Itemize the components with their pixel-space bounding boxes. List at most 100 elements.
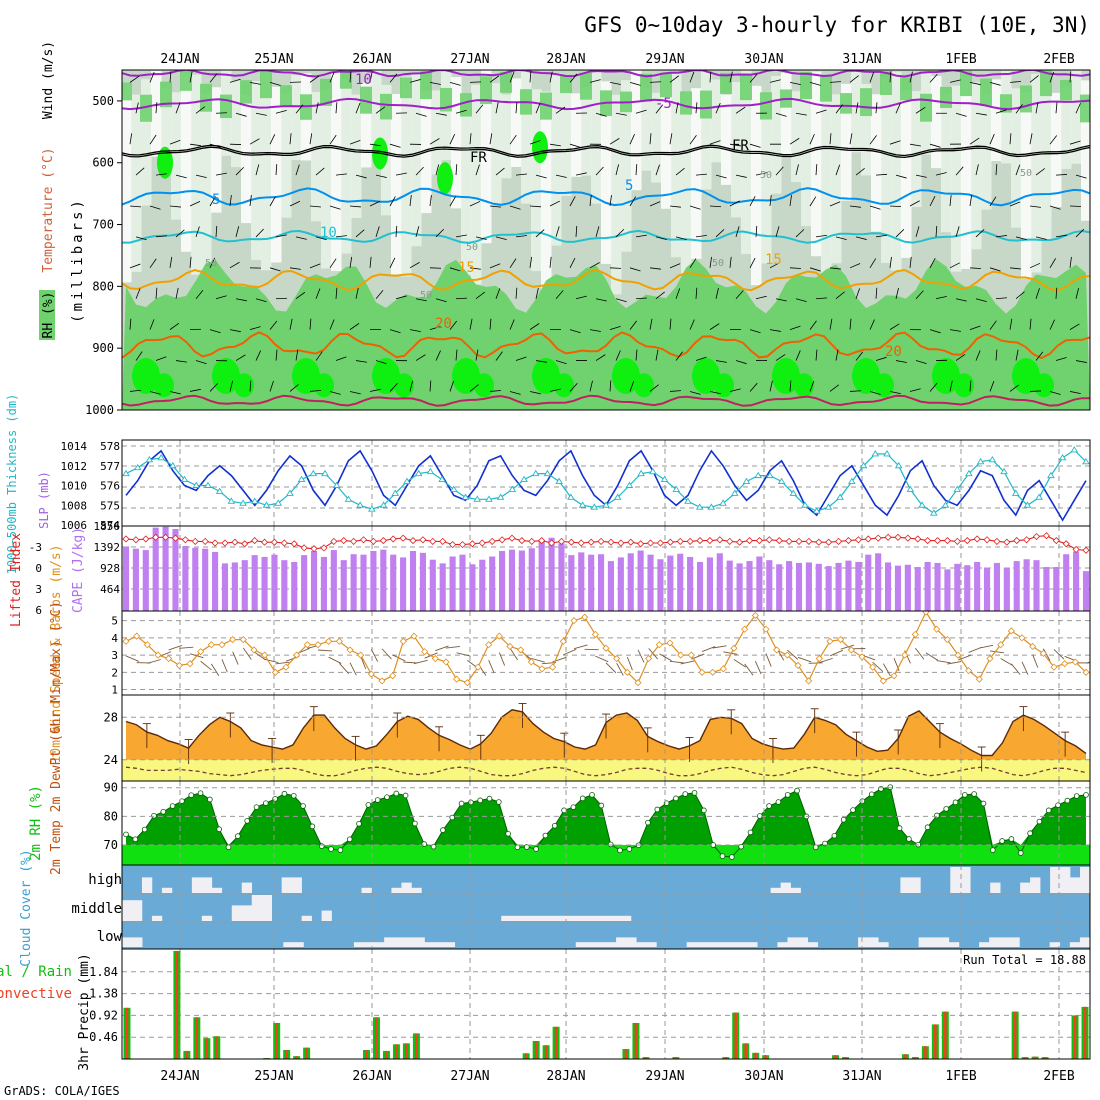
wind-barb <box>1029 390 1042 392</box>
cape-bar <box>746 561 753 611</box>
wind-barb <box>849 75 859 83</box>
cape-bar <box>409 551 417 611</box>
wind-barb <box>455 349 458 361</box>
cape-bar <box>429 559 436 611</box>
cloud-cell <box>1079 937 1090 947</box>
rh-bright-blob <box>714 373 734 398</box>
wind-barb <box>935 172 947 176</box>
top-date-label: 25JAN <box>254 52 293 67</box>
rh-light-cell <box>801 89 812 227</box>
wind-barb <box>449 320 458 330</box>
lifted-index-point <box>617 539 625 547</box>
li-tick-label: 3 <box>35 583 42 596</box>
wind-barb <box>815 164 818 176</box>
wind-barb <box>209 196 216 207</box>
wind-barb <box>569 329 581 334</box>
wind-barb <box>895 174 907 179</box>
thickness-point <box>145 455 154 463</box>
rh-light-cell <box>961 70 972 269</box>
wind-barb <box>435 350 441 361</box>
thickness-point <box>297 475 306 483</box>
rh-bright-blob <box>234 373 254 398</box>
cloud-cell <box>211 887 223 893</box>
cloud-cell <box>1050 867 1061 893</box>
lifted-index-point <box>1052 537 1060 545</box>
rh2m-point <box>943 806 949 812</box>
thickness-point <box>169 461 177 469</box>
cloud-cell <box>201 915 213 921</box>
wind-barb <box>989 81 1001 86</box>
rh-light-cell <box>261 70 272 271</box>
wind-barb <box>315 236 327 241</box>
wind-barb <box>815 297 827 300</box>
wind-barb-10m <box>1085 661 1090 664</box>
top-date-labels: 24JAN 25JAN 26JAN 27JAN 28JAN 29JAN 30JAN 31JAN… <box>160 52 1074 67</box>
rh-bright-blob <box>532 358 560 394</box>
wind-barb <box>595 166 604 176</box>
wind-barb-10m <box>787 649 799 660</box>
wind-barb <box>769 329 781 332</box>
lifted-index-point <box>745 537 754 545</box>
wind-barb <box>315 288 321 299</box>
rh2m-axis-label-group: 2m RH (%) <box>28 785 44 861</box>
cape-bar <box>231 562 238 611</box>
wind-barb <box>275 349 278 361</box>
rh-light-cell <box>951 85 962 272</box>
cloud-cell <box>777 942 788 947</box>
wind-barb <box>849 133 853 145</box>
rh-light-cell <box>401 76 412 277</box>
wind-barb <box>895 287 899 299</box>
wind-barb <box>735 360 747 365</box>
wind-barb <box>795 164 799 176</box>
rh2m-point <box>225 844 232 851</box>
wind-speed-point <box>741 625 749 633</box>
lifted-index-point <box>310 545 318 553</box>
cloud-cell <box>780 882 791 893</box>
wind-barb <box>1015 104 1023 114</box>
wind-axis-label: 10m Wind Speed & Barbs (m/s) <box>49 544 64 763</box>
rh-light-cell <box>341 78 352 254</box>
wind-speed-point <box>421 648 429 656</box>
rh-light-cell <box>501 94 512 179</box>
rh-light-cell <box>191 74 202 275</box>
cape-bar <box>350 554 357 611</box>
wind-barb <box>209 73 218 83</box>
wind-barb <box>1075 103 1081 114</box>
wind-barb <box>515 287 518 299</box>
cape-bar <box>568 555 575 611</box>
cape-axis-label: CAPE (J/kg) <box>71 527 86 613</box>
wind-speed-point <box>485 641 493 649</box>
rh2m-point <box>151 812 157 819</box>
wind-barb <box>609 380 612 392</box>
top-date-label: 26JAN <box>352 52 391 67</box>
thickness-point <box>1011 489 1020 496</box>
wind-barb <box>795 112 807 116</box>
rh2m-point <box>1083 792 1089 798</box>
wind-barb <box>1049 258 1056 269</box>
rh2m-fill <box>126 787 1086 845</box>
bottom-date-label: 26JAN <box>352 1069 391 1084</box>
wind-barb <box>215 172 227 176</box>
rh-bright-blob <box>437 162 453 195</box>
pressure-tick-label: 800 <box>92 279 114 293</box>
wind-barb-10m <box>637 649 645 663</box>
rh-light-cell <box>771 75 782 194</box>
wind-contour-label: 10 <box>355 72 372 88</box>
wind-barb <box>949 262 960 269</box>
wind-barb <box>195 106 206 114</box>
rh-light-cell <box>251 81 262 260</box>
rh-bright-blob <box>634 373 654 398</box>
rh-bright-blob <box>1034 373 1054 398</box>
thickness-point <box>754 471 762 479</box>
wind-barb <box>715 174 727 179</box>
rh-light-cell <box>561 75 572 196</box>
rh-light-cell <box>1031 73 1042 273</box>
precip-tick-label: 1.38 <box>89 987 118 1001</box>
wind-barb <box>775 226 780 238</box>
rh2m-point <box>496 799 502 805</box>
cape-bar <box>152 527 159 611</box>
rh-green-patch <box>1040 70 1052 97</box>
rh2m-point <box>747 829 754 836</box>
wind-barb <box>289 267 301 270</box>
wind-barb <box>929 382 938 392</box>
